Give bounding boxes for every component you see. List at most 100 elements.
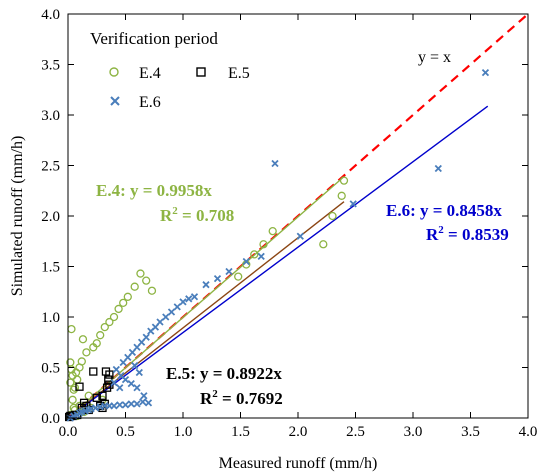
point-e6 [140, 392, 148, 400]
x-tick-label: 3.0 [404, 424, 423, 440]
point-e4 [136, 269, 145, 278]
e5-r2-value: = 0.7692 [218, 389, 283, 408]
legend: E.4 E.5 E.6 [109, 65, 250, 111]
point-e6 [135, 368, 143, 377]
e6-r2-sup: 2 [438, 224, 444, 236]
e6-equation: E.6: y = 0.8458x [386, 201, 502, 220]
point-e6 [185, 295, 193, 303]
y-tick-label: 3.5 [41, 58, 60, 74]
e4-r2-label: R [160, 206, 173, 225]
point-e4 [123, 292, 132, 301]
y-tick-label: 4.0 [41, 7, 60, 23]
point-e4 [105, 317, 114, 327]
e4-r2-sup: 2 [172, 205, 178, 217]
point-e6 [213, 274, 222, 283]
point-e6 [110, 379, 118, 387]
point-e4 [268, 226, 277, 236]
x-tick-label: 0.0 [59, 424, 78, 440]
point-e6 [190, 293, 199, 301]
point-e6 [144, 399, 153, 407]
point-e4 [328, 211, 337, 221]
point-e6 [271, 159, 279, 168]
point-e4 [142, 276, 151, 285]
point-e6 [202, 281, 210, 289]
point-e4 [109, 312, 119, 322]
point-e6 [133, 384, 141, 392]
chart-title: Verification period [90, 29, 218, 48]
point-e6 [481, 68, 490, 77]
point-e6 [173, 303, 181, 311]
x-tick-label: 2.0 [289, 424, 308, 440]
point-e4 [319, 240, 328, 249]
y-axis-label: Simulated runoff (mm/h) [9, 136, 26, 297]
x-axis-label: Measured runoff (mm/h) [219, 455, 378, 472]
x-tick-label: 0.5 [116, 424, 135, 440]
point-e5 [98, 391, 107, 400]
e4-equation: E.4: y = 0.9958x [96, 181, 212, 200]
point-e6 [110, 402, 118, 410]
legend-e6-label: E.6 [139, 94, 161, 111]
tick-layer: 0.0 0.5 1.0 1.5 2.0 2.5 3.0 3.5 4.0 0.0 0.5 1.0 1.5 2… [41, 7, 537, 440]
e5-r2: R2 = 0.7692 [200, 388, 283, 408]
point-e6 [127, 380, 135, 388]
point-e4 [78, 335, 88, 344]
point-e4 [339, 176, 349, 185]
point-e4 [68, 395, 77, 404]
point-e5 [92, 393, 101, 402]
point-e5 [89, 367, 98, 376]
x-tick-label: 4.0 [519, 424, 538, 440]
point-e4 [250, 250, 259, 259]
point-e6 [127, 400, 135, 408]
e6-r2-label: R [426, 225, 439, 244]
point-e6 [434, 164, 442, 173]
point-e6 [117, 371, 125, 380]
legend-e5-label: E.5 [228, 65, 250, 82]
point-e4 [337, 191, 346, 200]
point-e4 [77, 357, 86, 366]
point-e4 [100, 322, 109, 332]
point-e4 [119, 298, 128, 308]
point-e4 [66, 378, 75, 387]
x-tick-label: 1.5 [231, 424, 250, 440]
legend-e4-marker [109, 67, 119, 77]
y-tick-label: 1.5 [41, 260, 60, 276]
legend-e5-marker [196, 67, 206, 77]
point-e4 [259, 240, 268, 249]
point-e6 [349, 200, 357, 208]
y-tick-label: 2.5 [41, 159, 60, 175]
y-tick-label: 1.0 [41, 310, 60, 326]
point-e4 [92, 339, 101, 348]
e5-r2-sup: 2 [212, 388, 218, 400]
point-e6 [131, 361, 139, 370]
e5-equation: E.5: y = 0.8922x [166, 364, 282, 383]
e6-r2-value: = 0.8539 [444, 225, 509, 244]
point-e6 [162, 313, 170, 321]
x-tick-label: 3.5 [461, 424, 480, 440]
point-e4 [234, 272, 243, 281]
point-e6 [296, 232, 304, 240]
point-e6 [156, 318, 164, 326]
point-e4 [82, 348, 91, 357]
point-e6 [142, 333, 150, 341]
y-tick-label: 3.0 [41, 108, 60, 124]
e4-r2-value: = 0.708 [178, 206, 234, 225]
point-e4 [130, 282, 139, 291]
legend-e6-marker [110, 96, 120, 106]
point-e6 [139, 398, 147, 406]
fit-line-e-6 [67, 105, 489, 419]
legend-e4-label: E.4 [139, 65, 161, 82]
x-tick-label: 2.5 [346, 424, 365, 440]
point-e6 [121, 401, 130, 409]
plot-marks [65, 13, 529, 422]
point-e5 [105, 370, 114, 379]
point-e4 [96, 331, 105, 340]
point-e6 [242, 257, 250, 266]
e6-r2: R2 = 0.8539 [426, 224, 509, 244]
e4-r2: R2 = 0.708 [160, 205, 234, 225]
point-e4 [147, 286, 157, 295]
plot-frame [67, 13, 529, 419]
point-e5 [75, 382, 84, 391]
point-e4 [70, 383, 80, 392]
x-tick-label: 1.0 [174, 424, 193, 440]
